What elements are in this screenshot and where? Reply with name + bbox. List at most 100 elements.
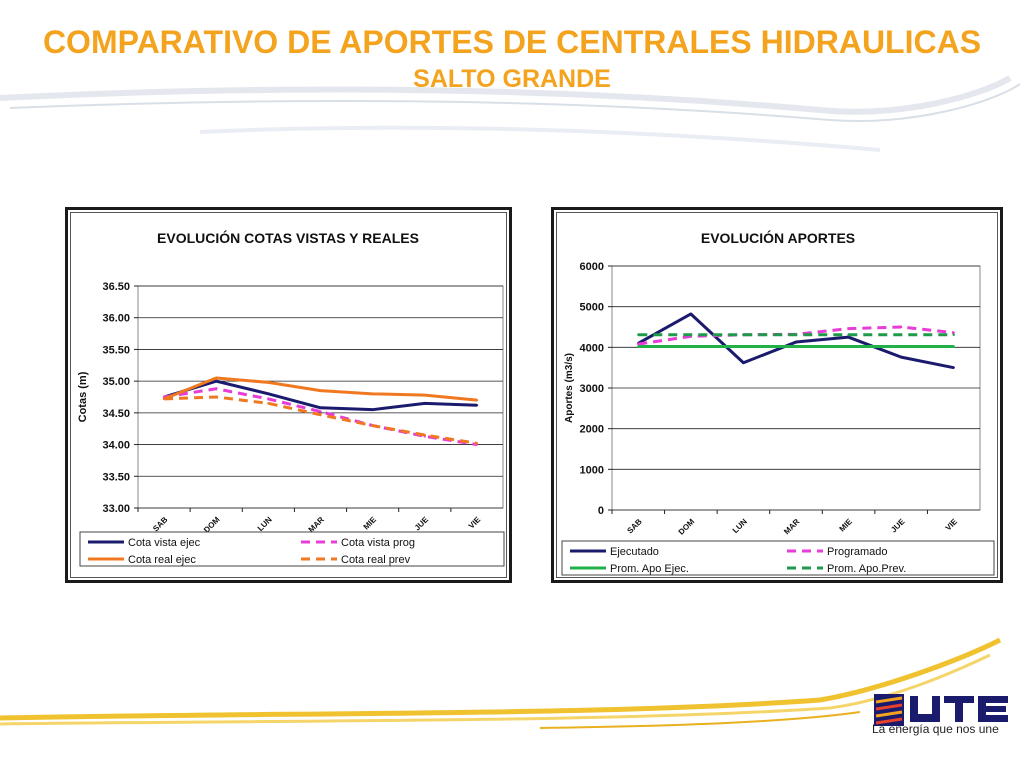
- aportes-y-tick-label: 6000: [580, 261, 604, 273]
- aportes-series-3-point: [899, 345, 903, 348]
- cotas-series-2-point: [319, 410, 322, 413]
- brand-tagline: La energía que nos une: [872, 722, 999, 736]
- aportes-series-4-point: [899, 333, 903, 336]
- chart-cotas-svg: EVOLUCIÓN COTAS VISTAS Y REALES 33.00 33.5…: [77, 229, 505, 567]
- aportes-legend: [561, 540, 995, 576]
- aportes-legend-label: Prom. Apo.Prev.: [827, 563, 906, 575]
- ute-emblem-icon: [874, 694, 904, 726]
- cotas-series-3-point: [319, 389, 322, 392]
- aportes-legend-label: Prom. Apo Ejec.: [610, 563, 689, 575]
- cotas-series-1-point: [319, 406, 322, 409]
- cotas-series-3-point: [423, 393, 426, 397]
- aportes-series-2-point: [637, 342, 640, 346]
- cotas-series-1-point: [215, 379, 218, 383]
- cotas-x-tick-label: JUE: [413, 515, 431, 533]
- aportes-series-1-point: [794, 340, 798, 344]
- cotas-y-tick-label: 35.50: [102, 344, 130, 356]
- cotas-x-tick-label: MAR: [307, 515, 326, 534]
- aportes-series-4-point: [637, 333, 640, 336]
- cotas-series-3-point: [475, 398, 479, 402]
- cotas-x-tick-label: SAB: [151, 515, 169, 533]
- aportes-x-tick-label: VIE: [944, 517, 960, 533]
- cotas-series-4-point: [319, 413, 322, 416]
- aportes-series-4-point: [689, 333, 693, 336]
- cotas-series-1-point: [475, 404, 479, 407]
- aportes-series-3-point: [952, 345, 955, 348]
- cotas-series-4-point: [475, 442, 479, 445]
- aportes-series-4-point: [742, 333, 745, 336]
- aportes-x-tick-label: LUN: [731, 517, 749, 535]
- aportes-series-1-point: [742, 361, 745, 364]
- aportes-y-tick-label: 2000: [580, 424, 604, 436]
- aportes-series-4-point: [952, 333, 955, 336]
- slide-subtitle: SALTO GRANDE: [413, 65, 611, 93]
- cotas-legend-label: Cota real prev: [341, 554, 411, 566]
- aportes-y-axis-label: Aportes (m3/s): [564, 353, 575, 423]
- aportes-y-tick-label: 4000: [580, 342, 604, 354]
- aportes-title: EVOLUCIÓN APORTES: [701, 229, 855, 246]
- cotas-series-4-point: [162, 397, 166, 401]
- cotas-series-3-point: [371, 392, 374, 396]
- aportes-x-tick-label: MIE: [838, 517, 855, 534]
- slide-title: COMPARATIVO DE APORTES DE CENTRALES HIDR…: [42, 24, 982, 60]
- ute-wordmark-icon: [910, 696, 1008, 722]
- aportes-series-1-point: [689, 312, 693, 316]
- aportes-series-4-point: [794, 333, 798, 336]
- cotas-legend-label: Cota real ejec: [128, 554, 196, 566]
- aportes-x-tick-label: DOM: [677, 517, 697, 537]
- slide-title-block: COMPARATIVO DE APORTES DE CENTRALES HIDR…: [0, 24, 1024, 96]
- aportes-legend-label: Ejecutado: [610, 546, 659, 558]
- aportes-series-4-point: [847, 333, 850, 336]
- aportes-series-2-point: [899, 325, 903, 329]
- cotas-y-tick-label: 34.00: [102, 440, 130, 452]
- cotas-title: EVOLUCIÓN COTAS VISTAS Y REALES: [157, 229, 419, 246]
- aportes-series-1-point: [952, 366, 955, 369]
- cotas-series-4-point: [423, 433, 426, 437]
- cotas-series-1-point: [267, 392, 270, 396]
- aportes-legend-label: Programado: [827, 546, 888, 558]
- cotas-y-tick-label: 33.00: [102, 503, 130, 515]
- aportes-y-tick-label: 5000: [580, 302, 604, 314]
- cotas-x-tick-label: VIE: [467, 515, 483, 531]
- aportes-x-tick-label: JUE: [889, 517, 907, 535]
- cotas-y-tick-label: 34.50: [102, 408, 130, 420]
- cotas-legend: [79, 531, 505, 567]
- aportes-series-3-point: [794, 345, 798, 348]
- cotas-series-3-point: [267, 381, 270, 384]
- cotas-series-3-point: [215, 376, 218, 380]
- cotas-series-4-point: [371, 424, 374, 427]
- chart-aportes-svg: EVOLUCIÓN APORTES 0 1000 2000 3000 4000 5000 60…: [561, 229, 995, 576]
- aportes-y-tick-label: 1000: [580, 464, 604, 476]
- chart-aportes: EVOLUCIÓN APORTES 0 1000 2000 3000 4000 5000 60…: [551, 207, 1003, 583]
- aportes-series-3-point: [742, 345, 745, 348]
- ute-logo: [874, 694, 1008, 726]
- aportes-series-2-point: [952, 331, 955, 334]
- cotas-legend-label: Cota vista ejec: [128, 537, 201, 549]
- cotas-x-tick-label: MIE: [362, 515, 379, 532]
- chart-cotas: EVOLUCIÓN COTAS VISTAS Y REALES 33.00 33.5…: [65, 207, 512, 583]
- aportes-series-2-point: [847, 327, 850, 330]
- cotas-series-2-point: [267, 397, 270, 401]
- cotas-series-4-point: [267, 402, 270, 405]
- cotas-y-tick-label: 33.50: [102, 471, 130, 483]
- aportes-y-tick-label: 3000: [580, 383, 604, 395]
- cotas-y-tick-label: 36.00: [102, 313, 130, 325]
- cotas-series-1-point: [423, 402, 426, 405]
- aportes-y-tick-label: 0: [598, 505, 604, 517]
- cotas-x-tick-label: LUN: [256, 515, 274, 533]
- aportes-series-3-point: [847, 345, 850, 348]
- aportes-series-1-point: [847, 335, 850, 339]
- cotas-y-axis-label: Cotas (m): [77, 371, 89, 422]
- aportes-series-1-point: [899, 355, 903, 359]
- cotas-y-tick-label: 36.50: [102, 281, 130, 293]
- aportes-x-tick-label: MAR: [782, 517, 801, 536]
- cotas-series-1-point: [371, 408, 374, 411]
- cotas-y-tick-label: 35.00: [102, 376, 130, 388]
- aportes-series-3-point: [689, 345, 693, 348]
- cotas-series-2-point: [215, 387, 218, 390]
- aportes-series-3-point: [637, 345, 640, 348]
- cotas-series-4-point: [215, 395, 218, 399]
- cotas-legend-label: Cota vista prog: [341, 537, 415, 549]
- aportes-x-tick-label: SAB: [625, 517, 643, 535]
